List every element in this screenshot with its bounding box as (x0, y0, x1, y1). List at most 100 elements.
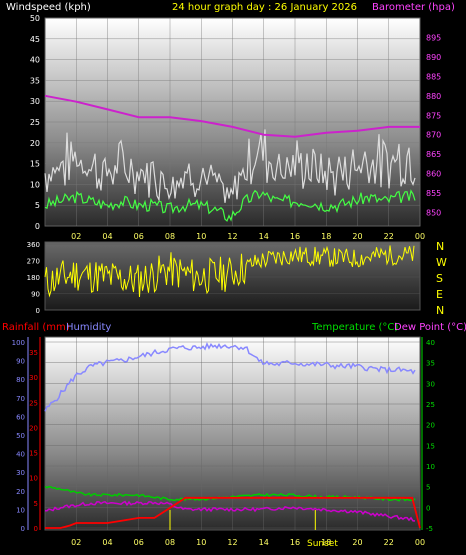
humidity-line (44, 342, 416, 412)
baro-tick-label: 880 (426, 92, 441, 101)
baro-tick-label: 855 (426, 189, 441, 198)
wind-x-tick-label: 12 (227, 232, 237, 241)
rainfall-label: Rainfall (mm) (2, 322, 70, 333)
wind-tick-label: 20 (30, 139, 40, 148)
dir-tick-label: 0 (36, 307, 40, 315)
wind-tick-label: 10 (30, 180, 40, 189)
wind-x-tick-label: 08 (165, 232, 175, 241)
direction-line (44, 245, 415, 298)
wind-x-tick-label: 18 (321, 232, 331, 241)
temp-x-tick-label: 08 (165, 538, 175, 547)
header-center: 24 hour graph day : 26 January 2026 (172, 2, 357, 13)
baro-tick-label: 895 (426, 33, 441, 42)
rain-tick-label: 20 (29, 424, 38, 432)
temp-x-tick-label: 10 (196, 538, 206, 547)
avg-wind-line (44, 189, 416, 222)
temp-tick-label: -5 (426, 525, 433, 533)
temp-x-tick-label: 14 (259, 538, 269, 547)
baro-tick-label: 860 (426, 170, 441, 179)
wind-x-tick-label: 06 (134, 232, 144, 241)
temp-tick-label: 40 (426, 339, 435, 347)
temp-tick-label: 35 (426, 360, 435, 368)
wind-tick-label: 15 (30, 160, 40, 169)
rain-tick-label: 15 (29, 450, 38, 458)
humidity-tick-label: 30 (16, 469, 25, 477)
wind-tick-label: 25 (30, 118, 40, 127)
temp-tick-label: 25 (426, 401, 435, 409)
temp-x-tick-label: 04 (102, 538, 112, 547)
sunset-label: Sunset (307, 539, 338, 549)
compass-label: W (436, 256, 447, 269)
wind-x-tick-label: 02 (71, 232, 81, 241)
temp-tick-label: 0 (426, 504, 430, 512)
temp-tick-label: 30 (426, 380, 435, 388)
baro-tick-label: 865 (426, 150, 441, 159)
humidity-tick-label: 80 (16, 376, 25, 384)
baro-tick-label: 870 (426, 131, 441, 140)
rain-tick-label: 35 (29, 349, 38, 357)
humidity-tick-label: 50 (16, 432, 25, 440)
header-left: Windspeed (kph) (6, 2, 91, 13)
temp-x-tick-label: 06 (134, 538, 144, 547)
wind-tick-label: 30 (30, 97, 40, 106)
gust-line (44, 129, 416, 203)
wind-x-tick-label: 00 (415, 232, 425, 241)
humidity-tick-label: 40 (16, 451, 25, 459)
temp-tick-label: 15 (426, 442, 435, 450)
humidity-tick-label: 70 (16, 395, 25, 403)
compass-label: S (436, 272, 443, 285)
wind-tick-label: 5 (35, 201, 40, 210)
wind-x-tick-label: 20 (352, 232, 362, 241)
rain-tick-label: 5 (34, 500, 38, 508)
humidity-tick-label: 20 (16, 488, 25, 496)
humidity-tick-label: 10 (16, 506, 25, 514)
temp-x-tick-label: 22 (384, 538, 394, 547)
temp-x-tick-label: 12 (227, 538, 237, 547)
compass-label: E (436, 288, 443, 301)
wind-tick-label: 45 (30, 35, 40, 44)
wind-x-tick-label: 16 (290, 232, 300, 241)
temp-x-tick-label: 20 (352, 538, 362, 547)
humidity-tick-label: 90 (16, 358, 25, 366)
header-right: Barometer (hpa) (372, 2, 455, 13)
barometer-line (44, 94, 420, 138)
temp-tick-label: 10 (426, 463, 435, 471)
wind-tick-label: 40 (30, 56, 40, 65)
temp-x-tick-label: 18 (321, 538, 331, 547)
wind-x-tick-label: 22 (384, 232, 394, 241)
rainfall-line (45, 496, 421, 529)
dir-tick-label: 90 (31, 291, 40, 299)
wind-x-tick-label: 14 (259, 232, 269, 241)
baro-tick-label: 850 (426, 209, 441, 218)
humidity-label: Humidity (66, 322, 111, 333)
dir-tick-label: 180 (27, 274, 40, 282)
temp-x-tick-label: 16 (290, 538, 300, 547)
rain-tick-label: 10 (29, 475, 38, 483)
wind-x-tick-label: 04 (102, 232, 112, 241)
temp-tick-label: 20 (426, 422, 435, 430)
temp-tick-label: 5 (426, 484, 430, 492)
dewpoint-label: Dew Point (°C) (394, 322, 466, 333)
wind-x-tick-label: 10 (196, 232, 206, 241)
dewpoint-line (45, 500, 415, 522)
rain-tick-label: 25 (29, 399, 38, 407)
temp-x-tick-label: 02 (71, 538, 81, 547)
rain-tick-label: 0 (34, 525, 38, 533)
dir-tick-label: 360 (27, 241, 40, 249)
wind-tick-label: 0 (35, 222, 40, 231)
wind-tick-label: 50 (30, 14, 40, 23)
compass-label: N (436, 240, 444, 253)
baro-tick-label: 875 (426, 111, 441, 120)
temp-x-tick-label: 00 (415, 538, 425, 547)
rain-tick-label: 30 (29, 374, 38, 382)
compass-label: N (436, 304, 444, 317)
wind-tick-label: 35 (30, 76, 40, 85)
humidity-tick-label: 100 (12, 339, 25, 347)
baro-tick-label: 885 (426, 72, 441, 81)
baro-tick-label: 890 (426, 53, 441, 62)
humidity-tick-label: 0 (21, 525, 25, 533)
dir-tick-label: 270 (27, 258, 40, 266)
temperature-label: Temperature (°C) (311, 322, 398, 333)
